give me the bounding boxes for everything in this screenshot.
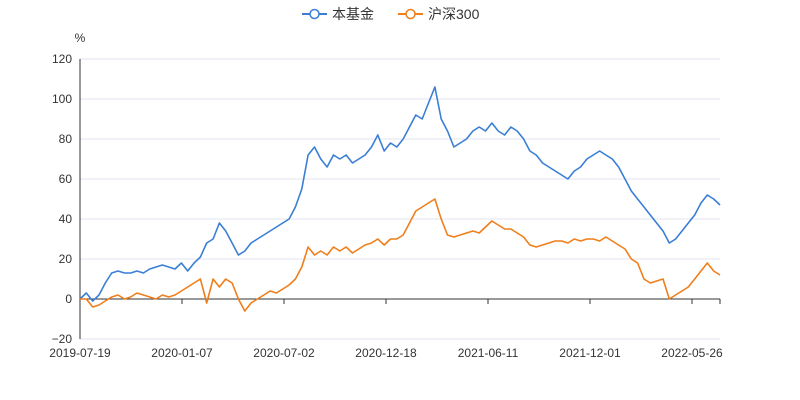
x-tick-label: 2021-06-11 [458, 346, 519, 360]
grid-lines [80, 58, 720, 340]
x-tick-label: 2022-05-26 [661, 346, 723, 360]
y-tick-label: 100 [52, 92, 72, 106]
legend-marker-icon [405, 8, 416, 20]
y-tick-label: −20 [52, 332, 73, 346]
y-tick-label: 40 [59, 212, 73, 226]
legend-marker-icon [309, 8, 320, 20]
y-tick-label: 80 [59, 132, 73, 146]
y-tick-label: 120 [52, 52, 72, 66]
y-axis-unit-label: % [75, 31, 86, 45]
y-tick-label: 60 [59, 172, 73, 186]
x-tick-label: 2020-12-18 [355, 346, 417, 360]
series-lines [79, 86, 721, 312]
y-tick-label: 0 [65, 292, 72, 306]
x-tick-label: 2020-07-02 [253, 346, 315, 360]
x-tick-label: 2020-01-07 [151, 346, 213, 360]
legend-label: 本基金 [332, 6, 374, 22]
y-tick-label: 20 [59, 252, 73, 266]
legend-item-1[interactable]: 本基金 [302, 6, 374, 22]
axes: −20 0 20 40 60 80 100 120 2019-07-19 2020-01-07 20… [49, 52, 723, 360]
x-tick-label: 2021-12-01 [559, 346, 621, 360]
series-line-1 [79, 86, 721, 302]
legend[interactable]: 本基金 沪深300 [302, 6, 480, 22]
legend-label: 沪深300 [428, 6, 480, 22]
x-tick-label: 2019-07-19 [49, 346, 111, 360]
legend-item-2[interactable]: 沪深300 [398, 6, 480, 22]
series-line-2 [80, 198, 721, 312]
